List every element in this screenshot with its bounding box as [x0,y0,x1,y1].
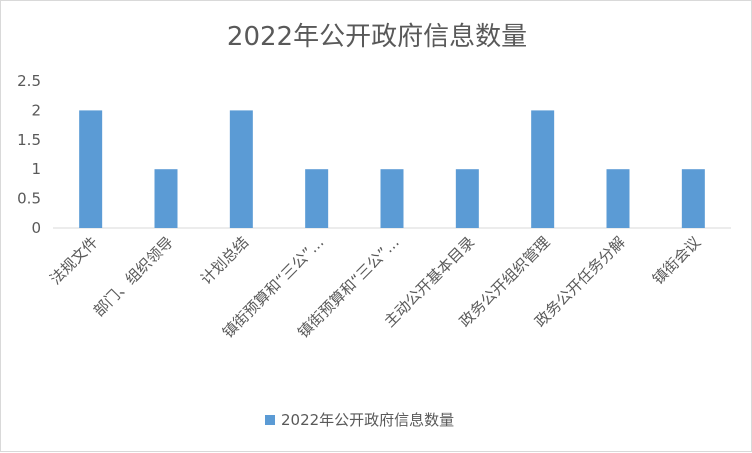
x-category-label: 部门、组织领导 [90,233,177,320]
y-tick-label: 0.5 [17,190,41,208]
y-axis-ticks: 0 0.5 1 1.5 2 2.5 [17,72,41,237]
bar [455,169,479,228]
bar [681,169,705,228]
legend-swatch [265,415,275,425]
y-tick-label: 1.5 [17,131,41,149]
x-category-label: 法规文件 [46,233,101,288]
bar [606,169,630,228]
x-category-label: 镇街会议 [649,233,704,288]
chart-title: 2022年公开政府信息数量 [227,22,527,52]
x-category-label: 计划总结 [197,233,252,288]
bar [380,169,404,228]
bar [305,169,329,228]
bar [229,110,253,228]
y-tick-label: 2 [31,101,41,119]
y-tick-label: 1 [31,160,41,178]
bars [79,110,705,228]
legend: 2022年公开政府信息数量 [265,411,454,429]
bar [531,110,555,228]
y-tick-label: 2.5 [17,72,41,90]
legend-label: 2022年公开政府信息数量 [281,411,454,429]
bar [79,110,103,228]
y-tick-label: 0 [31,219,41,237]
bar [154,169,178,228]
